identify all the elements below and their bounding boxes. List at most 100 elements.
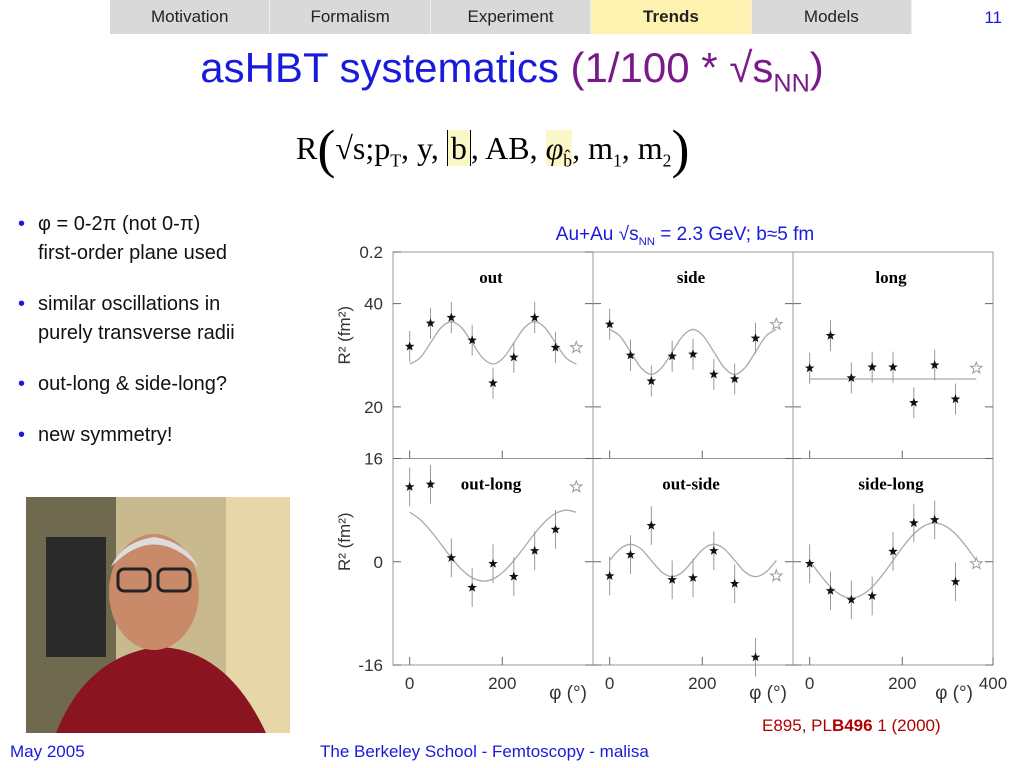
point xyxy=(446,552,457,562)
point xyxy=(446,312,457,322)
x-axis-label: φ (°) xyxy=(549,683,587,704)
point xyxy=(550,524,561,534)
nav-item: Trends xyxy=(591,0,752,34)
point xyxy=(888,546,898,556)
point xyxy=(625,549,636,559)
point xyxy=(625,350,636,360)
x-tick-label: 200 xyxy=(488,674,516,693)
formula: R(√s;pT, y, b, AB, φb̂, m1, m2) xyxy=(296,118,689,180)
bullet-line: similar oscillations in xyxy=(38,293,221,315)
mirror-point xyxy=(569,479,584,493)
point xyxy=(667,574,677,584)
point xyxy=(950,576,961,586)
bullet-text: out-long & side-long? xyxy=(38,370,227,399)
x-tick-label: 0 xyxy=(605,674,614,693)
bullet-dot: • xyxy=(18,293,26,315)
point xyxy=(750,333,761,343)
bullet: • similar oscillations in purely transvers… xyxy=(18,290,235,348)
photo-glasses xyxy=(116,567,152,593)
f-phi-box: φb̂ xyxy=(545,130,573,170)
f-two: 2 xyxy=(662,150,672,171)
bullet-text: φ = 0-2π (not 0-π) first-order plane used xyxy=(38,210,227,268)
f-y: , y, xyxy=(400,130,447,166)
panel-title: long xyxy=(875,268,907,287)
bullet-line: φ = 0-2π (not 0-π) xyxy=(38,213,201,235)
point xyxy=(909,397,919,407)
fit-curve xyxy=(609,328,777,376)
photo xyxy=(26,497,290,733)
point xyxy=(804,558,815,568)
x-tick-label: 400 xyxy=(979,674,1007,693)
y-tick-label: 0.2 xyxy=(359,243,383,262)
y-axis-label: R² (fm²) xyxy=(335,512,354,571)
x-tick-label: 0 xyxy=(405,674,414,693)
x-tick-label: 200 xyxy=(688,674,716,693)
photo-face xyxy=(109,534,199,650)
y-tick-label: 0 xyxy=(374,553,383,572)
title-close: ) xyxy=(809,44,824,91)
nav-item: Models xyxy=(752,0,913,34)
photo-shirt xyxy=(56,647,266,733)
point xyxy=(509,571,519,581)
point xyxy=(867,362,877,372)
panel-title: out-long xyxy=(461,475,522,494)
point xyxy=(425,318,436,328)
caption-sub: NN xyxy=(638,235,656,248)
title-scale-text: (1/100 * √s xyxy=(570,44,774,91)
x-axis-label: φ (°) xyxy=(749,683,787,704)
point xyxy=(404,481,415,491)
point xyxy=(688,572,698,582)
panel-title: side-long xyxy=(858,475,924,494)
point xyxy=(425,479,436,489)
bullet-line: out-long & side-long? xyxy=(38,373,228,395)
point xyxy=(529,545,540,555)
bullet-line: purely transverse radii xyxy=(38,322,235,344)
bullet-line: first-order plane used xyxy=(38,242,227,264)
point xyxy=(867,591,877,600)
point xyxy=(750,652,761,662)
photo-hair xyxy=(111,537,198,567)
caption-text: Au+Au √s xyxy=(555,224,639,245)
ref-bold: B496 xyxy=(831,716,873,735)
bullet-dot: • xyxy=(18,373,26,395)
point xyxy=(646,376,657,386)
point xyxy=(846,594,857,604)
y-tick-label: -16 xyxy=(358,656,383,675)
point xyxy=(404,341,415,351)
mirror-point xyxy=(769,568,784,582)
slide-title: asHBT systematics (1/100 * √sNN) xyxy=(0,44,1024,98)
point xyxy=(950,394,961,404)
f-s: s xyxy=(352,130,366,166)
caption-rest: = 2.3 GeV; b≈5 fm xyxy=(655,224,815,245)
point xyxy=(604,570,615,580)
photo-glasses xyxy=(156,567,192,593)
point xyxy=(929,514,940,524)
point xyxy=(909,518,919,528)
f-phi: φ xyxy=(545,130,564,166)
footer-date: May 2005 xyxy=(10,742,85,761)
bullet-line: new symmetry! xyxy=(38,424,173,446)
f-b: b xyxy=(446,130,471,166)
panel-title: out xyxy=(479,268,503,287)
y-tick-label: 40 xyxy=(364,295,383,314)
nav-bar: Motivation Formalism Experiment Trends Model… xyxy=(110,0,913,34)
nav-item: Formalism xyxy=(270,0,431,34)
f-bhat: b̂ xyxy=(563,150,573,171)
footer-center: The Berkeley School - Femtoscopy - malis… xyxy=(320,742,649,761)
nav-item: Motivation xyxy=(110,0,271,34)
point xyxy=(825,585,836,595)
point xyxy=(846,373,857,382)
f-ab: , AB, xyxy=(470,130,546,166)
panel-title: side xyxy=(677,268,706,287)
f-m1: , m xyxy=(572,130,613,166)
caption: Au+Au √sNN = 2.3 GeV; b≈5 fm xyxy=(0,224,1024,248)
f-one: 1 xyxy=(612,150,622,171)
point xyxy=(729,578,740,588)
mirror-point xyxy=(769,316,784,331)
x-axis-label: φ (°) xyxy=(935,683,973,704)
bullet: • new symmetry! xyxy=(18,421,235,450)
reference: E895, PLB496 1 (2000) xyxy=(762,716,941,736)
point xyxy=(467,582,477,592)
